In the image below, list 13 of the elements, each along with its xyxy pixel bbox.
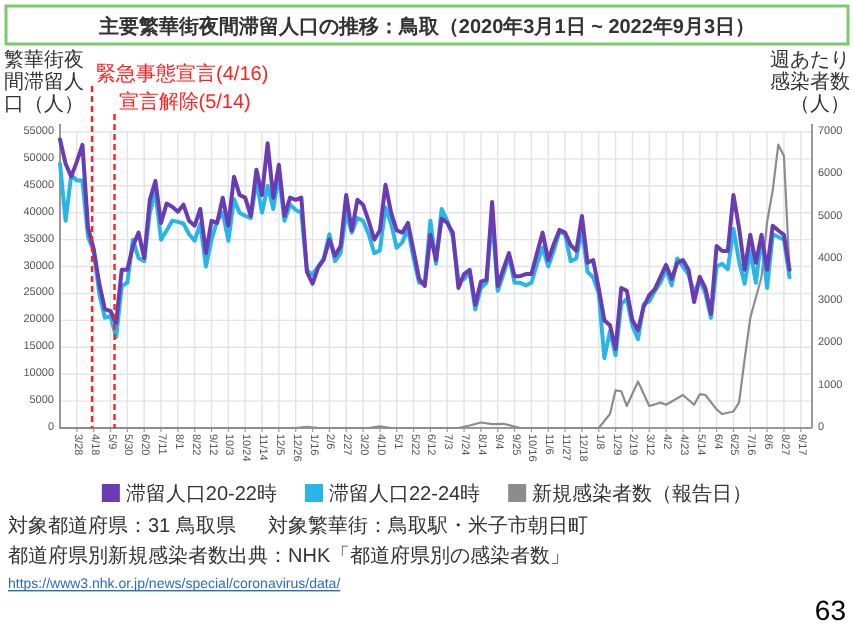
ref-line-label: 宣言解除(5/14): [118, 90, 251, 114]
y2-axis-title: 週あたり感染者数（人）: [770, 50, 850, 116]
ref-line-label: 緊急事態宣言(4/16): [96, 62, 269, 86]
legend-label: 滞留人口22-24時: [329, 482, 481, 506]
y-axis-title: 繁華街夜間滞留人口（人）: [4, 48, 84, 116]
text: 63: [814, 594, 847, 626]
chart-title: 主要繁華街夜間滞留人口の推移：鳥取（2020年3月1日 ~ 2022年9月3日）: [96, 15, 756, 39]
legend-label: 滞留人口20-22時: [125, 482, 277, 506]
text: 都道府県別新規感染者数出典：NHK「都道府県別の感染者数」: [8, 544, 571, 568]
text: 対象繁華街：鳥取駅・米子市朝日町: [267, 514, 588, 538]
title: 主要繁華街夜間滞留人口の推移：鳥取（2020年3月1日 ~ 2022年9月3日）: [4, 4, 850, 46]
text: 対象都道府県：31 鳥取県: [8, 514, 236, 538]
legend-label: 新規感染者数（報告日）: [532, 482, 753, 506]
